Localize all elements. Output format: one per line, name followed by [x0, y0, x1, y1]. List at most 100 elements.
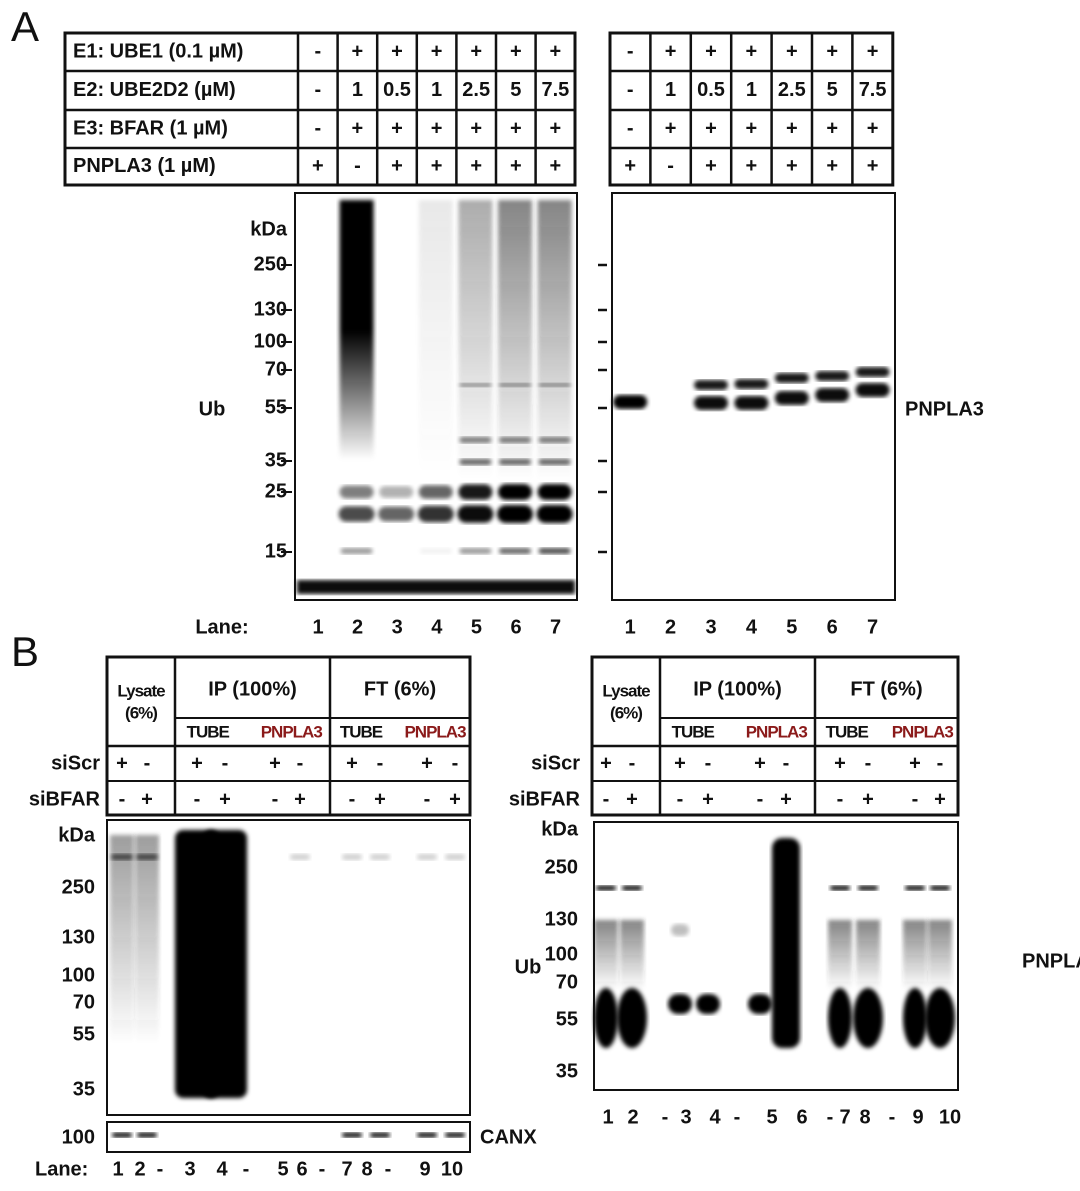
sign-cell: - [144, 752, 151, 774]
kda-marker: 130 [62, 926, 95, 948]
band [828, 988, 852, 1048]
condition-cell: - [627, 40, 634, 62]
condition-cell: - [627, 79, 634, 101]
lane-number: 3 [184, 1158, 195, 1180]
lane-number: 8 [361, 1158, 372, 1180]
lane-number: 7 [839, 1106, 850, 1128]
band [853, 988, 883, 1048]
band [499, 548, 531, 554]
kda-marker: kDa [58, 824, 96, 846]
kda-marker: 250 [62, 876, 95, 898]
condition-cell: 2.5 [462, 79, 490, 101]
band [538, 383, 571, 387]
sign-cell: + [600, 752, 612, 774]
sign-cell: - [452, 752, 459, 774]
condition-cell: - [667, 155, 674, 177]
band [617, 988, 647, 1048]
condition-cell: + [665, 117, 677, 139]
header-lysate: (6%) [125, 703, 157, 722]
lane-number: 10 [939, 1106, 961, 1128]
smear [772, 838, 800, 1048]
smear [498, 200, 532, 480]
lane-number: 2 [665, 616, 676, 638]
kda-marker: kDa [541, 818, 579, 840]
lane-number: 5 [471, 616, 482, 638]
condition-cell: + [786, 40, 798, 62]
kda-marker: 100 [545, 943, 578, 965]
condition-cell: + [352, 117, 364, 139]
condition-cell: + [470, 155, 482, 177]
lane-number: 1 [112, 1158, 123, 1180]
lane-number: 7 [341, 1158, 352, 1180]
lane-number: - [385, 1158, 392, 1180]
band [379, 486, 414, 498]
band [596, 885, 616, 891]
smear [928, 920, 952, 990]
smear [594, 920, 618, 990]
band [613, 395, 648, 409]
sign-cell: + [191, 752, 203, 774]
lane-title: Lane: [195, 616, 248, 638]
lane-number: 4 [431, 616, 443, 638]
sign-cell: - [424, 788, 431, 810]
sign-cell: + [780, 788, 792, 810]
header-lysate: Lysate [117, 681, 165, 700]
kda-marker: 70 [556, 971, 578, 993]
band [498, 484, 532, 500]
lane-number: 2 [352, 616, 363, 638]
kda-marker: 35 [556, 1060, 578, 1082]
lane-number: - [662, 1106, 669, 1128]
sign-cell: - [912, 788, 919, 810]
band [417, 505, 454, 523]
smear [537, 200, 572, 480]
band [459, 459, 492, 465]
sign-cell: - [865, 752, 872, 774]
kda-marker: 25 [265, 480, 287, 502]
band [930, 885, 950, 891]
condition-cell: + [826, 117, 838, 139]
condition-cell: 2.5 [778, 79, 806, 101]
sign-cell: + [909, 752, 921, 774]
labels: AE1: UBE1 (0.1 µM) - + + + + + +E2: UBE2D2 (µM)… [11, 3, 1080, 1180]
condition-cell: + [624, 155, 636, 177]
kda-marker: 130 [545, 908, 578, 930]
antibody-label: PNPLA3 [1022, 950, 1080, 972]
sign-cell: - [297, 752, 304, 774]
condition-cell: + [312, 155, 324, 177]
band [815, 388, 850, 402]
band [734, 379, 769, 389]
sign-cell: - [783, 752, 790, 774]
band [418, 485, 453, 499]
condition-cell: + [786, 155, 798, 177]
frame [593, 821, 959, 1091]
band [538, 437, 571, 443]
subheader: PNPLA3 [746, 722, 808, 741]
condition-cell: + [867, 155, 879, 177]
header-lysate: (6%) [610, 703, 642, 722]
lane-number: 1 [602, 1106, 613, 1128]
lane-number: 7 [867, 616, 878, 638]
sign-cell: + [934, 788, 946, 810]
smear [856, 920, 880, 990]
header-lysate: Lysate [602, 681, 650, 700]
subheader: TUBE [672, 722, 715, 741]
band [419, 548, 452, 554]
lane-title: Lane: [35, 1158, 88, 1180]
condition-cell: + [470, 40, 482, 62]
lane-number: 5 [766, 1106, 777, 1128]
kda-marker: 250 [545, 856, 578, 878]
band [855, 367, 890, 377]
band [499, 383, 531, 387]
band [342, 1132, 362, 1138]
band [378, 506, 415, 522]
band [925, 988, 955, 1048]
lane-number: 6 [827, 616, 838, 638]
band [445, 1132, 465, 1138]
band [774, 391, 809, 405]
band [417, 854, 437, 860]
band [536, 505, 573, 523]
blot-bands [110, 200, 955, 1138]
sign-cell: + [626, 788, 638, 810]
smear [828, 920, 852, 990]
lane-number: 9 [912, 1106, 923, 1128]
